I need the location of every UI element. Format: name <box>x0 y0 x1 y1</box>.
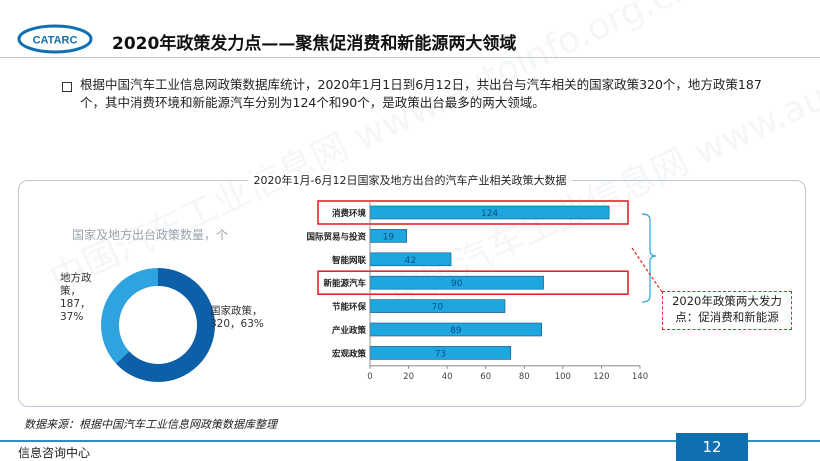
logo-text: CATARC <box>33 35 78 47</box>
summary-paragraph: 根据中国汽车工业信息网政策数据库统计，2020年1月1日到6月12日，共出台与汽… <box>80 77 762 110</box>
category-label-4: 节能环保 <box>332 302 367 313</box>
donut-chart <box>101 268 215 382</box>
value-label-3: 90 <box>451 279 463 289</box>
bar-chart: 消费环境 124 国际贸易与投资 19 智能网联 42 新能源汽车 90 节能环保 70 产业政策 8… <box>306 200 648 382</box>
donut-slice-local <box>101 268 215 382</box>
value-label-4: 70 <box>432 303 444 313</box>
category-label-5: 产业政策 <box>332 325 367 336</box>
x-tick-label-7: 140 <box>632 372 648 382</box>
catarc-logo: CATARC <box>17 24 93 54</box>
callout-box: 2020年政策两大发力点：促消费和新能源 <box>662 291 792 330</box>
category-label-3: 新能源汽车 <box>323 278 366 289</box>
header-divider <box>0 57 820 58</box>
highlight-box-3 <box>317 270 629 295</box>
value-label-1: 19 <box>383 232 395 242</box>
x-tick-label-6: 120 <box>593 372 609 382</box>
panel-title-text: 2020年1月-6月12日国家及地方出台的汽车产业相关政策大数据 <box>247 174 573 187</box>
x-tick-label-3: 60 <box>480 372 491 382</box>
page-number: 12 <box>676 433 748 461</box>
data-source-note: 数据来源：根据中国汽车工业信息网政策数据库整理 <box>24 418 277 431</box>
highlight-box-0 <box>317 200 629 225</box>
value-label-0: 124 <box>481 209 498 219</box>
x-tick-label-0: 0 <box>367 372 372 382</box>
callout-connector <box>631 213 663 303</box>
value-label-6: 73 <box>435 349 446 359</box>
category-label-2: 智能网联 <box>331 255 367 266</box>
category-label-0: 消费环境 <box>332 208 367 219</box>
x-tick-label-1: 20 <box>403 372 414 382</box>
category-label-1: 国际贸易与投资 <box>306 231 366 242</box>
donut-legend-title: 国家及地方出台政策数量，个 <box>72 228 229 242</box>
x-tick-label-4: 80 <box>519 372 530 382</box>
donut-label-local: 地方政策，187，37% <box>60 272 92 323</box>
page-title: 2020年政策发力点——聚焦促消费和新能源两大领域 <box>112 34 517 54</box>
value-label-2: 42 <box>405 256 416 266</box>
panel-title: 2020年1月-6月12日国家及地方出台的汽车产业相关政策大数据 <box>0 172 820 188</box>
footer-department: 信息咨询中心 <box>18 446 91 460</box>
value-label-5: 89 <box>450 326 462 336</box>
x-tick-label-5: 100 <box>555 372 571 382</box>
x-tick-label-2: 40 <box>442 372 453 382</box>
donut-label-national: 国家政策，320，63% <box>210 305 264 330</box>
bullet-square-icon <box>62 82 72 92</box>
category-label-6: 宏观政策 <box>332 348 367 359</box>
footer-divider <box>0 440 820 442</box>
